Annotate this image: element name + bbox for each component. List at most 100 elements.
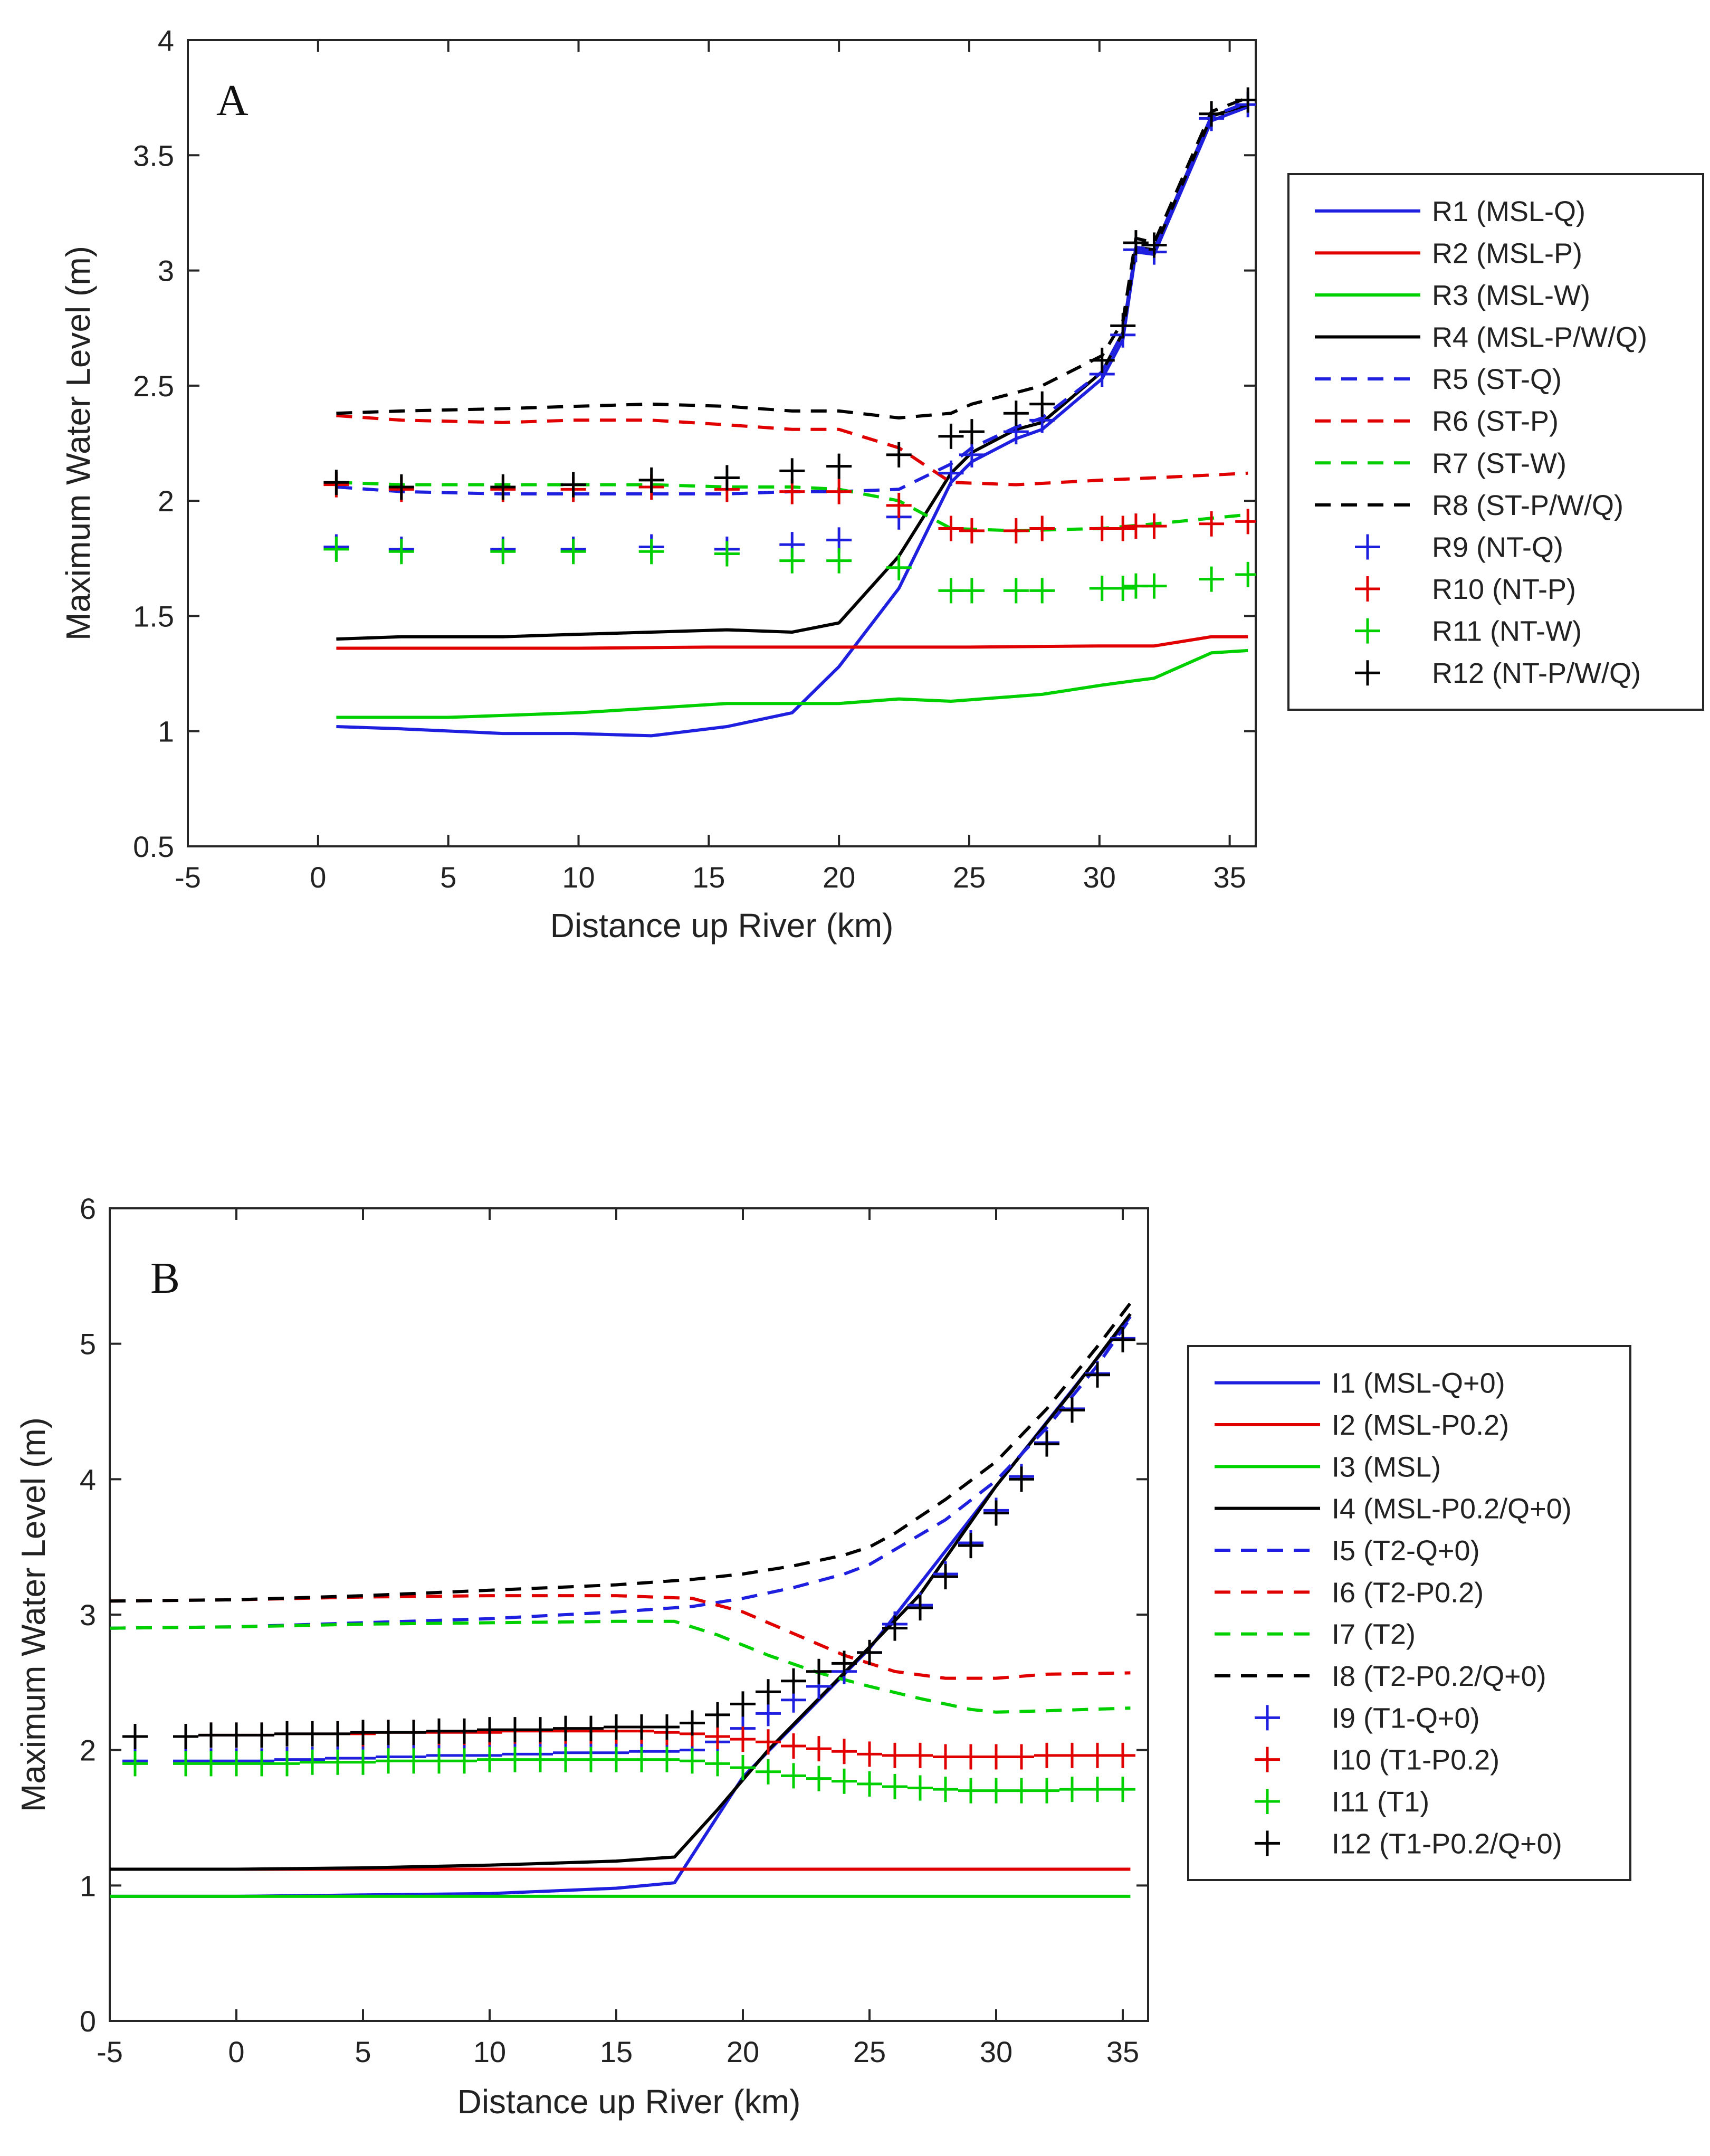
- data-point-plus: [173, 1751, 198, 1777]
- data-point-plus: [477, 1747, 502, 1772]
- data-point-plus: [933, 1744, 958, 1770]
- series-group: [323, 87, 1256, 738]
- data-point-plus: [806, 1766, 832, 1791]
- series-i12-markers: [122, 1327, 1135, 1749]
- x-tick-label: 25: [853, 2035, 886, 2068]
- data-point-plus: [388, 474, 414, 500]
- data-point-plus: [1085, 1362, 1110, 1388]
- legend-swatch-plus: [1255, 1830, 1280, 1856]
- data-point-plus: [325, 1721, 350, 1747]
- data-point-plus: [1235, 509, 1256, 535]
- series-i6-line: [110, 1594, 1131, 1680]
- x-tick-label: 35: [1213, 861, 1246, 894]
- series-i5-line: [110, 1317, 1132, 1630]
- series-group: [110, 1302, 1135, 1898]
- data-point-plus: [806, 1736, 832, 1762]
- legend-label: I7 (T2): [1332, 1619, 1416, 1651]
- data-point-plus: [249, 1751, 274, 1777]
- data-point-plus: [714, 465, 740, 491]
- data-point-plus: [959, 578, 985, 604]
- data-point-plus: [604, 1747, 629, 1772]
- legend-swatch-plus: [1255, 1747, 1280, 1772]
- data-point-plus: [528, 1747, 553, 1772]
- legend-label: I2 (MSL-P0.2): [1332, 1409, 1509, 1441]
- x-tick-label: 20: [727, 2035, 759, 2068]
- data-point-plus: [882, 1773, 907, 1799]
- data-point-plus: [224, 1722, 249, 1748]
- data-point-plus: [1235, 87, 1256, 113]
- data-point-plus: [654, 1714, 680, 1740]
- data-point-plus: [1199, 511, 1225, 537]
- legend-swatch-plus: [1355, 660, 1380, 686]
- legend-label: R2 (MSL-P): [1432, 237, 1582, 269]
- data-point-plus: [477, 1717, 502, 1743]
- x-tick-label: 10: [473, 2035, 506, 2068]
- data-point-plus: [502, 1747, 528, 1772]
- data-point-plus: [857, 1771, 882, 1797]
- legend-label: R6 (ST-P): [1432, 406, 1559, 437]
- data-point-plus: [1029, 391, 1055, 417]
- x-tick-label: 30: [1083, 861, 1116, 894]
- data-point-plus: [553, 1747, 578, 1772]
- data-point-plus: [756, 1729, 781, 1755]
- legend-label: R7 (ST-W): [1432, 447, 1566, 479]
- data-point-plus: [198, 1751, 224, 1777]
- legend-label: R11 (NT-W): [1432, 616, 1582, 647]
- data-point-plus: [426, 1718, 452, 1744]
- y-tick-label: 5: [80, 1328, 96, 1361]
- data-point-plus: [300, 1721, 325, 1747]
- data-point-plus: [1141, 573, 1167, 599]
- data-point-plus: [638, 467, 664, 493]
- x-tick-label: 25: [953, 861, 986, 894]
- legend-label: I5 (T2-Q+0): [1332, 1535, 1480, 1567]
- legend-label: I10 (T1-P0.2): [1332, 1744, 1499, 1776]
- legend: R1 (MSL-Q) R2 (MSL-P) R3 (MSL-W) R4 (MSL-P/…: [1287, 173, 1704, 711]
- data-point-plus: [705, 1751, 730, 1777]
- data-point-plus: [1034, 1778, 1059, 1804]
- legend-label: I9 (T1-Q+0): [1332, 1702, 1480, 1734]
- y-tick-label: 3: [158, 254, 174, 288]
- data-point-plus: [1110, 1742, 1135, 1768]
- data-point-plus: [1034, 1742, 1059, 1768]
- data-point-plus: [1123, 230, 1149, 256]
- data-point-plus: [629, 1747, 654, 1772]
- data-point-plus: [1009, 1778, 1034, 1804]
- data-point-plus: [826, 548, 852, 574]
- plot-area: [187, 39, 1257, 847]
- data-point-plus: [553, 1715, 578, 1741]
- data-point-plus: [1029, 578, 1055, 604]
- series-r12-markers: [323, 87, 1256, 500]
- data-point-plus: [938, 423, 964, 449]
- x-tick-label: 20: [823, 861, 855, 894]
- data-point-plus: [1110, 313, 1136, 339]
- data-point-plus: [886, 442, 912, 468]
- data-point-plus: [1059, 1397, 1085, 1423]
- y-tick-label: 0.5: [133, 830, 174, 863]
- data-point-plus: [1003, 578, 1029, 604]
- legend-label: R8 (ST-P/W/Q): [1432, 490, 1623, 521]
- data-point-plus: [882, 1742, 907, 1768]
- data-point-plus: [1235, 561, 1256, 587]
- legend-label: R5 (ST-Q): [1432, 364, 1562, 395]
- data-point-plus: [274, 1751, 300, 1777]
- data-point-plus: [1199, 101, 1225, 127]
- data-point-plus: [376, 1748, 401, 1774]
- y-tick-label: 1: [158, 715, 174, 748]
- y-tick-label: 1.5: [133, 599, 174, 633]
- y-tick-label: 4: [158, 24, 174, 57]
- data-point-plus: [705, 1702, 730, 1728]
- legend-label: I12 (T1-P0.2/Q+0): [1332, 1828, 1562, 1859]
- data-point-plus: [886, 555, 912, 580]
- data-point-plus: [781, 1733, 806, 1759]
- data-point-plus: [323, 470, 349, 495]
- data-point-plus: [629, 1714, 654, 1740]
- data-point-plus: [832, 1739, 857, 1764]
- series-i7-line: [110, 1619, 1131, 1714]
- data-point-plus: [224, 1751, 249, 1777]
- data-point-plus: [604, 1714, 629, 1740]
- data-point-plus: [1110, 1327, 1135, 1352]
- legend-label: I8 (T2-P0.2/Q+0): [1332, 1661, 1546, 1692]
- chart-panel-a: -5 0 5 10 15 20 25 30 35 0.5 1 1.5 2 2.5 3 3.5 4 Distance…: [59, 24, 1704, 945]
- x-tick-label: 5: [355, 2035, 371, 2068]
- y-tick-label: 4: [80, 1463, 96, 1496]
